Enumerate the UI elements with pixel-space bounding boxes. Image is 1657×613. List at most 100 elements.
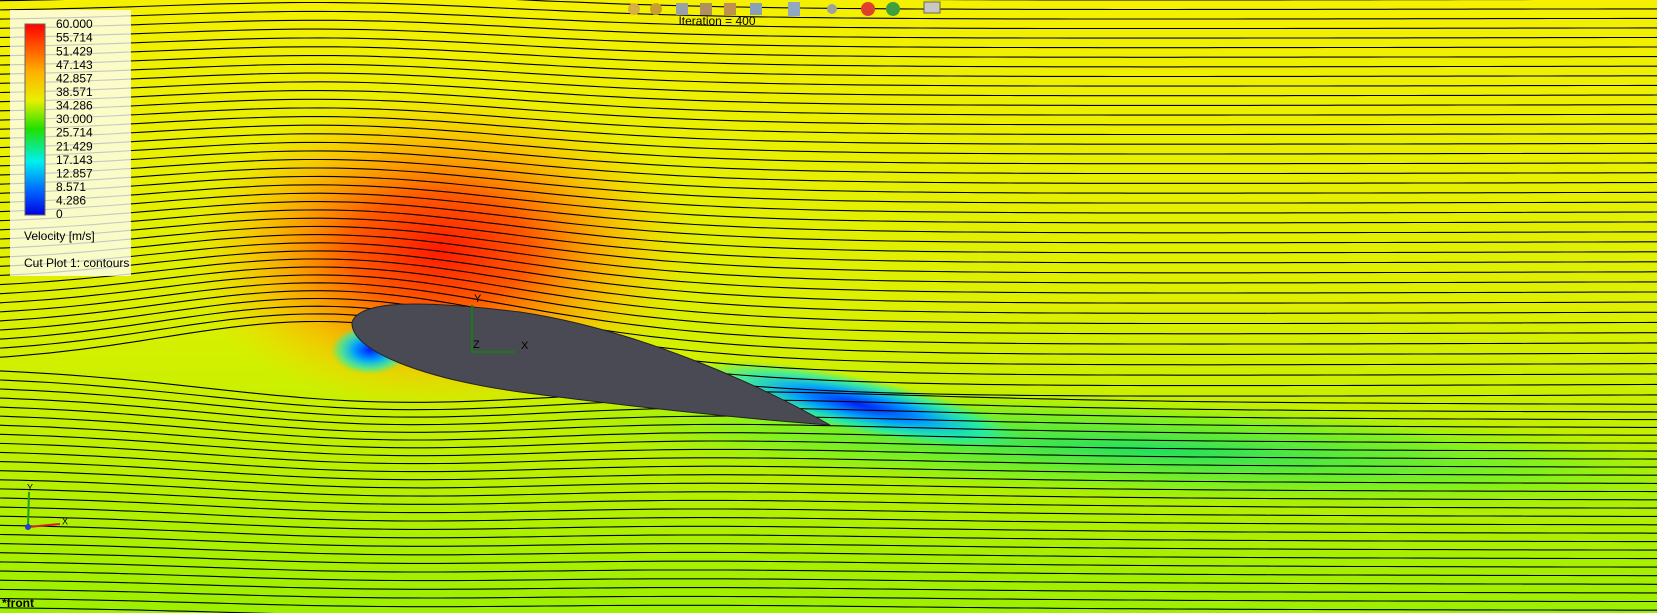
streamline (0, 561, 1657, 577)
local-axes: X Y Z (471, 293, 529, 353)
streamline (0, 379, 1657, 413)
streamline (0, 406, 1657, 436)
legend-title: Velocity [m/s] (24, 229, 95, 243)
streamline (0, 242, 1657, 294)
streamline (0, 497, 1657, 517)
streamline (0, 250, 1657, 304)
streamline (0, 37, 1657, 58)
streamline (0, 543, 1657, 560)
previous-view[interactable] (676, 3, 688, 15)
streamline (0, 370, 1657, 405)
streamline (0, 217, 1657, 264)
streamline (0, 461, 1657, 484)
legend-tick-label: 8.571 (56, 180, 86, 194)
streamline (0, 201, 1657, 244)
zoom-fit[interactable] (628, 3, 640, 15)
streamline (0, 175, 1657, 214)
zoom-area[interactable] (650, 3, 662, 15)
triad-z (25, 524, 31, 530)
streamline (0, 579, 1657, 594)
streamline (0, 313, 1657, 387)
streamline (0, 234, 1657, 284)
streamline (0, 524, 1657, 543)
legend-tick-label: 0 (56, 207, 63, 221)
streamline (0, 158, 1657, 194)
streamline (0, 433, 1657, 460)
hide-show[interactable] (827, 4, 837, 14)
streamline (0, 533, 1657, 551)
streamline (0, 297, 1657, 366)
streamline (0, 133, 1657, 165)
streamline (0, 597, 1657, 611)
streamline (0, 282, 1657, 345)
streamline (0, 98, 1657, 126)
streamline (0, 570, 1657, 585)
legend-tick-label: 4.286 (56, 194, 86, 208)
section-view[interactable] (700, 3, 712, 15)
streamline (0, 55, 1657, 78)
streamline (0, 107, 1657, 136)
streamline (0, 90, 1657, 116)
streamline (0, 116, 1657, 145)
streamline (0, 167, 1657, 204)
streamline (0, 470, 1657, 493)
legend-ticks: 60.00055.71451.42947.14342.85738.57134.2… (56, 17, 93, 221)
streamline (0, 274, 1657, 335)
streamline (0, 515, 1657, 534)
legend-tick-label: 55.714 (56, 31, 93, 45)
streamline (0, 424, 1657, 452)
streamline (0, 19, 1657, 39)
streamline (0, 388, 1657, 421)
display-style[interactable] (788, 2, 800, 16)
streamline (0, 479, 1657, 501)
triad-y (27, 491, 30, 528)
legend-subtitle: Cut Plot 1: contours (24, 256, 129, 270)
streamline (0, 184, 1657, 224)
toolbar (628, 1, 941, 16)
streamline (0, 46, 1657, 68)
legend-tick-label: 60.000 (56, 17, 93, 31)
streamline (0, 28, 1657, 49)
streamline (0, 63, 1657, 87)
scene[interactable] (886, 2, 900, 16)
streamline (0, 1, 1657, 20)
triad-label: Y (27, 482, 33, 492)
legend-tick-label: 17.143 (56, 153, 93, 167)
streamline (0, 506, 1657, 526)
legend-tick-label: 38.571 (56, 85, 93, 99)
streamline (0, 192, 1657, 234)
view-name: *front (2, 596, 34, 610)
streamline (0, 442, 1657, 468)
dynamic-annotation[interactable] (724, 3, 736, 15)
axis-label: X (521, 340, 529, 352)
legend-tick-label: 12.857 (56, 166, 93, 180)
legend-tick-label: 51.429 (56, 44, 93, 58)
streamline (0, 488, 1657, 509)
legend-tick-label: 47.143 (56, 58, 93, 72)
low-velocity-wake (693, 360, 1027, 450)
streamline (0, 150, 1657, 184)
streamline (0, 588, 1657, 603)
view-settings[interactable] (923, 1, 941, 14)
streamline (0, 141, 1657, 175)
axis-label: Y (474, 293, 482, 305)
legend-tick-label: 21.429 (56, 139, 93, 153)
color-bar (24, 23, 46, 216)
legend-tick-label: 42.857 (56, 71, 93, 85)
streamline (0, 72, 1657, 97)
streamline (0, 209, 1657, 254)
streamline (0, 552, 1657, 568)
streamline (0, 266, 1657, 325)
streamline (0, 124, 1657, 155)
streamline (0, 397, 1657, 428)
triad-label: X (62, 516, 68, 526)
view-orientation[interactable] (750, 3, 762, 15)
legend: 60.00055.71451.42947.14342.85738.57134.2… (10, 10, 131, 276)
streamline (0, 305, 1657, 376)
appearance[interactable] (861, 2, 875, 16)
axis-label: Z (473, 339, 480, 351)
legend-tick-label: 34.286 (56, 99, 93, 113)
